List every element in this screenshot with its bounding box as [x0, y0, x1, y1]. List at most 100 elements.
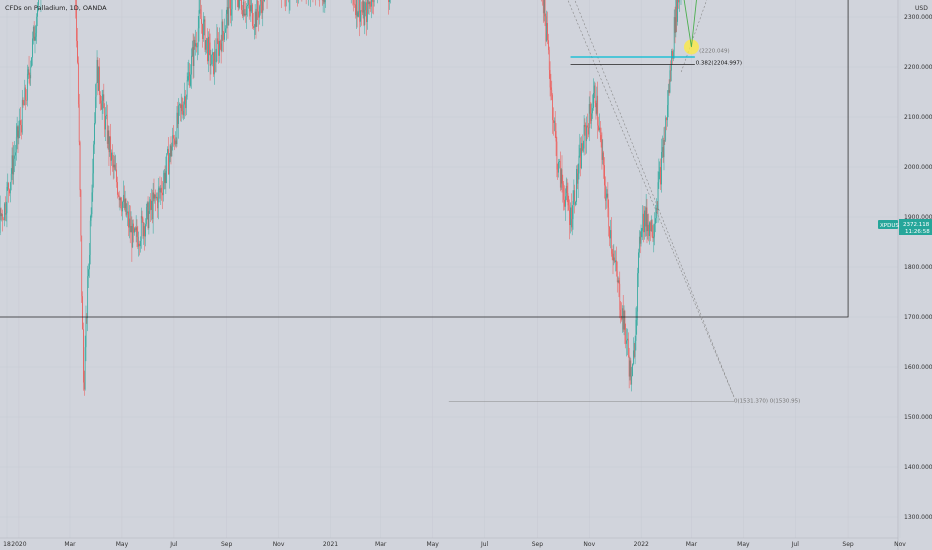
- candle-body: [133, 223, 134, 233]
- candle-body: [600, 134, 602, 140]
- x-tick-label: Mar: [375, 541, 387, 548]
- candle-body: [157, 189, 159, 209]
- candle-body: [160, 187, 162, 193]
- x-tick-label: 2020: [11, 541, 26, 548]
- candle-body: [84, 347, 86, 390]
- candle-body: [647, 224, 649, 232]
- candle-body: [371, 0, 372, 7]
- green-projection-arrow[interactable]: [681, 0, 716, 48]
- candle-body: [196, 43, 197, 48]
- candle-body: [361, 11, 363, 13]
- candle-body: [643, 213, 644, 233]
- candle-body: [119, 197, 121, 201]
- candle-body: [355, 4, 356, 16]
- candle-body: [155, 194, 157, 199]
- candle-body: [28, 69, 30, 76]
- candle-body: [618, 280, 620, 284]
- candle-body: [323, 0, 325, 3]
- candle-body: [674, 17, 676, 33]
- price-axis[interactable]: 1200.0001300.0001400.0001500.0001600.000…: [904, 0, 932, 550]
- candle-body: [94, 96, 96, 124]
- candle-body: [83, 382, 85, 390]
- candle-body: [162, 192, 163, 196]
- candle-body: [672, 50, 673, 59]
- candle-body: [223, 31, 225, 40]
- candle-body: [125, 198, 127, 215]
- candle-body: [131, 225, 133, 248]
- candle-body: [587, 127, 589, 135]
- candle-body: [149, 199, 151, 212]
- candle-body: [180, 104, 182, 109]
- candle-body: [151, 200, 152, 210]
- candle-body: [185, 96, 186, 109]
- candle-body: [112, 159, 114, 168]
- candle-body: [213, 52, 214, 75]
- candle-body: [201, 18, 202, 24]
- candle-body: [633, 350, 635, 357]
- candle-body: [624, 310, 626, 330]
- candle-body: [24, 87, 26, 105]
- candle-body: [634, 340, 636, 357]
- candle-body: [363, 1, 365, 26]
- candle-body: [628, 355, 630, 377]
- dashed-channel-line[interactable]: [435, 0, 735, 398]
- time-axis[interactable]: 18 2020 Mar May Jul Sep Nov 2021 Mar May Jul Sep Nov…: [3, 541, 906, 548]
- range-box[interactable]: [0, 0, 849, 318]
- candle-body: [245, 13, 247, 15]
- candle-body: [154, 194, 156, 199]
- candle-body: [4, 203, 6, 215]
- candle-body: [105, 115, 106, 130]
- candle-body: [100, 95, 101, 104]
- candle-body: [162, 182, 164, 196]
- dashed-channel-line[interactable]: [537, 0, 735, 398]
- candle-body: [621, 315, 622, 320]
- candle-body: [202, 23, 203, 39]
- candle-body: [242, 1, 244, 16]
- candle-body: [169, 145, 171, 158]
- candle-body: [563, 187, 565, 200]
- candle-body: [7, 183, 9, 187]
- candle-body: [132, 223, 134, 248]
- candle-body: [230, 9, 232, 16]
- candle-body: [95, 82, 97, 97]
- candle-body: [365, 2, 366, 11]
- candle-body: [601, 139, 603, 160]
- candle-body: [366, 0, 368, 23]
- candle-body: [605, 197, 607, 201]
- candle-body: [587, 125, 588, 128]
- candle-body: [135, 227, 137, 231]
- candle-body: [258, 11, 259, 18]
- candle-body: [134, 228, 135, 233]
- candle-body: [249, 5, 251, 12]
- candle-body: [163, 172, 165, 183]
- candle-body: [153, 192, 155, 199]
- candle-body: [186, 80, 188, 97]
- candle-body: [225, 28, 226, 33]
- candle-body: [87, 276, 89, 319]
- candle-body: [18, 130, 20, 139]
- candle-body: [165, 170, 167, 184]
- candle-body: [237, 0, 239, 8]
- candle-body: [214, 51, 216, 62]
- currency-label: USD: [915, 5, 928, 12]
- candle-body: [76, 6, 77, 41]
- candle-body: [182, 111, 184, 116]
- candle-body: [191, 55, 192, 75]
- candle-body: [562, 183, 564, 188]
- candle-body: [565, 196, 566, 207]
- candle-body: [586, 125, 587, 142]
- candle-body: [90, 214, 92, 221]
- candle-body: [212, 52, 213, 55]
- candle-body: [146, 202, 148, 208]
- candle-body: [592, 108, 593, 114]
- candle-body: [129, 218, 131, 233]
- candle-body: [142, 218, 144, 237]
- candle-body: [366, 2, 367, 23]
- candle-body: [568, 205, 570, 211]
- candle-body: [571, 219, 573, 228]
- candle-body: [543, 0, 545, 14]
- candle-body: [599, 127, 600, 131]
- candle-body: [228, 0, 230, 26]
- candle-body: [22, 99, 24, 105]
